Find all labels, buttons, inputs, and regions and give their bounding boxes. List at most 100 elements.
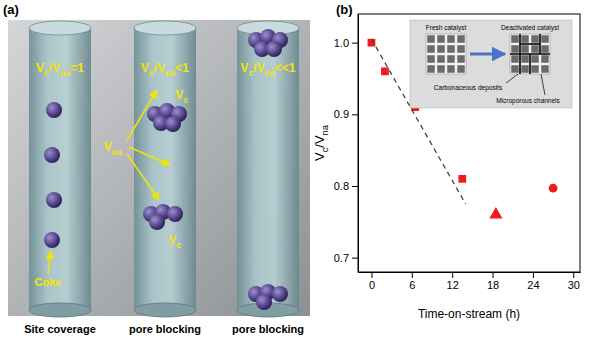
y-tick-mark [352,186,358,187]
panel-b: (b)06121824300.70.80.91.0Time-on-stream … [312,2,581,321]
catalyst-crystal [437,45,445,53]
catalyst-frame [510,34,550,74]
x-tick-label: 30 [568,279,580,291]
x-tick-mark [412,272,413,278]
caption: pore blocking [232,323,304,335]
inset-arrow [470,53,505,56]
y-tick: 0.9 [334,108,358,120]
x-tick: 6 [409,272,415,291]
panel-label: (a) [3,2,19,17]
catalyst-crystal [521,35,529,43]
text-part: V [141,61,149,75]
y-tick: 0.7 [334,252,358,264]
x-tick: 24 [527,272,539,291]
coke-sphere [165,116,181,132]
x-tick: 12 [447,272,459,291]
catalyst-frame [426,34,466,74]
tube-top [134,21,196,35]
catalyst-crystal [531,45,539,53]
x-tick-label: 18 [487,279,499,291]
inset-leader [541,74,545,95]
coke-sphere [256,294,272,310]
tube [134,28,196,310]
caption: pore blocking [129,323,201,335]
text-part: V [36,61,44,75]
subscript: na [265,68,275,78]
panel-background [8,20,310,316]
catalyst-crystal [427,35,435,43]
coke-sphere [44,147,60,163]
catalyst-crystal [437,55,445,63]
catalyst-crystal [531,65,539,73]
catalyst-crystal [457,45,465,53]
x-tick: 30 [568,272,580,291]
text-part: /V [49,61,60,75]
catalyst-crystal [437,65,445,73]
inset-annotation: Microporous channels [496,97,560,105]
y-tick: 0.8 [334,180,358,192]
tube-bottom [134,303,196,317]
coke-label: Coke [35,276,62,288]
coke-arrow [48,251,51,274]
tube [29,28,91,310]
catalyst-crystal [541,35,549,43]
y-tick-mark [352,114,358,115]
carbon-deposit [520,43,540,45]
x-tick-mark [533,272,534,278]
x-axis: 0 6 12 18 24 30 [359,272,581,291]
catalyst-crystal [457,65,465,73]
tube-group: Vc/Vna=1 [29,21,91,317]
vna-arrow [127,90,157,140]
subscript: na [165,68,175,78]
catalyst-crystal [457,55,465,63]
inset: Fresh catalystDeactivated catalystCarbon… [410,20,572,108]
y-axis-line [358,15,359,273]
data-point [458,175,466,183]
data-point [381,67,389,75]
catalyst-crystal [541,55,549,63]
y-axis-title: Vc/Vna [312,124,330,161]
tube-group: Vc/Vna<<1 [237,21,299,317]
text-part: =1 [70,61,84,75]
figure: (a)Vc/Vna=1Site coverageVc/Vna<1pore blo… [0,0,600,342]
data-point [489,207,502,218]
catalyst-crystal [427,55,435,63]
panel-a: (a)Vc/Vna=1Site coverageVc/Vna<1pore blo… [3,2,310,335]
x-tick-label: 24 [527,279,539,291]
y-tick-label: 0.7 [334,252,349,264]
y-tick-label: 1.0 [334,37,349,49]
coke-sphere [46,192,62,208]
catalyst-crystal [541,65,549,73]
catalyst-crystal [511,65,519,73]
vna-arrow [127,154,159,200]
catalyst-crystal [531,35,539,43]
subscript: c [184,95,189,105]
x-tick-label: 12 [447,279,459,291]
text-part: V [312,152,327,161]
catalyst-crystal [427,45,435,53]
y-axis: 0.7 0.8 0.9 1.0 [334,15,359,273]
caption: Site coverage [24,323,96,335]
inset-right-label: Deactivated catalyst [501,24,559,32]
x-tick-mark [452,272,453,278]
x-tick-label: 0 [369,279,375,291]
text-part: V [241,61,249,75]
vna-arrow [129,147,170,165]
catalyst-crystal [427,65,435,73]
x-tick-mark [371,272,372,278]
catalyst-crystal [447,35,455,43]
coke-sphere [167,206,183,222]
coke-sphere [46,102,62,118]
ratio-label: Vc/Vna<<1 [241,61,296,78]
y-tick: 1.0 [334,37,358,49]
x-tick-label: 6 [409,279,415,291]
coke-sphere [149,214,165,230]
catalyst-crystal [447,55,455,63]
subscript: na [320,124,330,135]
tube-bottom [29,303,91,317]
x-axis-line [359,272,581,273]
catalyst-crystal [541,45,549,53]
inset-left-label: Fresh catalyst [426,24,467,32]
catalyst-crystal [511,35,519,43]
coke-sphere [272,286,288,302]
